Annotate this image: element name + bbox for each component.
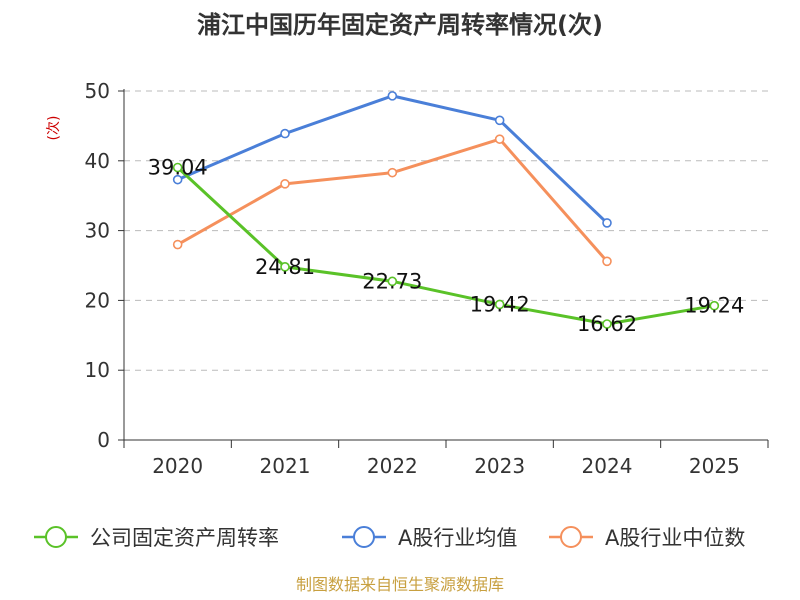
x-tick-label: 2023 <box>474 454 525 478</box>
legend-item-1: A股行业均值 <box>342 526 517 550</box>
data-label: 24.81 <box>255 255 315 279</box>
data-label: 16.62 <box>577 312 637 336</box>
y-tick-label: 50 <box>85 79 110 103</box>
data-point <box>387 91 398 101</box>
y-tick-label: 20 <box>85 288 110 312</box>
data-point <box>387 167 398 178</box>
data-point <box>172 162 183 173</box>
x-tick-label: 2020 <box>152 454 203 478</box>
data-label: 19.24 <box>684 294 744 318</box>
data-point <box>602 218 612 228</box>
chart-title: 浦江中国历年固定资产周转率情况(次) <box>197 11 603 39</box>
legend-label: A股行业均值 <box>398 526 517 550</box>
data-labels: 39.04 24.81 22.73 19.42 16.62 19.24 <box>148 156 745 336</box>
y-tick-label: 0 <box>97 428 110 452</box>
data-point <box>280 262 290 272</box>
series-1 <box>172 91 612 228</box>
legend-label: A股行业中位数 <box>605 526 745 550</box>
data-label: 19.42 <box>470 292 530 316</box>
data-point <box>602 319 612 329</box>
data-point <box>494 299 505 310</box>
legend-item-2: A股行业中位数 <box>549 526 745 550</box>
data-label: 39.04 <box>148 156 208 180</box>
legend: 公司固定资产周转率 A股行业均值 A股行业中位数 <box>34 526 745 550</box>
y-tick-label: 40 <box>85 149 110 173</box>
y-tick-label: 10 <box>85 358 110 382</box>
x-tick-label: 2022 <box>367 454 418 478</box>
x-tick-label: 2024 <box>582 454 633 478</box>
data-point <box>172 174 183 185</box>
data-point <box>280 128 290 139</box>
series-line <box>177 94 609 225</box>
gridlines <box>124 90 768 371</box>
y-axis-label: (次) <box>46 116 62 141</box>
data-point <box>280 179 290 189</box>
series-lines <box>172 91 720 329</box>
legend-swatch-marker <box>45 526 67 548</box>
data-point <box>494 115 505 126</box>
data-point <box>387 276 398 287</box>
series-line <box>176 137 609 263</box>
series-2 <box>172 134 612 267</box>
data-point <box>494 134 505 144</box>
data-point <box>172 239 183 250</box>
data-label: 22.73 <box>362 269 422 293</box>
data-point <box>602 256 612 267</box>
source-footer: 制图数据来自恒生聚源数据库 <box>296 575 504 594</box>
series-line <box>176 166 715 326</box>
legend-swatch-marker <box>560 526 582 548</box>
x-tick-label: 2021 <box>260 454 311 478</box>
x-tick-label: 2025 <box>689 454 740 478</box>
series-0 <box>172 162 720 329</box>
legend-swatch-marker <box>353 526 375 548</box>
legend-item-0: 公司固定资产周转率 <box>34 526 279 550</box>
y-tick-label: 30 <box>85 219 110 243</box>
axes: 0 10 20 30 40 50 2020 2021 2022 2023 2024 2025 <box>85 79 769 478</box>
data-point <box>709 300 720 311</box>
legend-label: 公司固定资产周转率 <box>90 526 279 550</box>
